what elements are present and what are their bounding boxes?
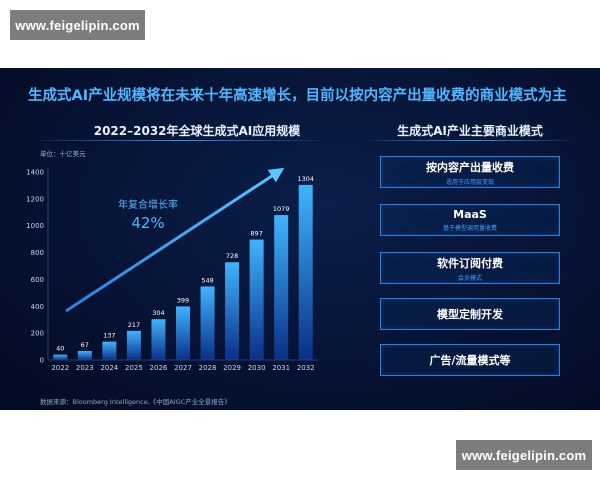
bar-2025 <box>126 330 141 360</box>
x-tick-label: 2032 <box>297 364 315 372</box>
cagr-value: 42% <box>131 214 164 232</box>
business-model-card: 模型定制开发 <box>380 298 560 330</box>
growth-arrow <box>65 167 285 313</box>
x-tick-label: 2028 <box>199 364 217 372</box>
bar-2029 <box>225 262 240 360</box>
bar-2032 <box>298 184 313 360</box>
bar-2026 <box>151 319 166 360</box>
cagr-label: 年复合增长率 <box>118 198 178 211</box>
x-tick-label: 2031 <box>272 364 290 372</box>
business-model-card: 按内容产出量收费 适用于应用层变现 <box>380 156 560 188</box>
business-model-card: 软件订阅付费 会员模式 <box>380 252 560 284</box>
business-model-name: 软件订阅付费 <box>437 256 503 270</box>
y-tick-label: 0 <box>40 357 44 365</box>
y-tick-label: 1200 <box>26 195 44 203</box>
infographic-panel: 生成式AI产业规模将在未来十年高速增长，目前以按内容产出量收费的商业模式为主 2… <box>0 68 600 410</box>
y-tick-label: 800 <box>31 249 44 257</box>
bar-2030 <box>249 239 264 360</box>
x-tick-label: 2027 <box>174 364 192 372</box>
bar-2023 <box>77 351 92 360</box>
bar-value-label: 1079 <box>273 205 290 213</box>
bar-value-label: 217 <box>128 321 140 329</box>
business-model-note: 基于模型调用量收费 <box>442 225 497 232</box>
bar-2022 <box>53 354 68 360</box>
business-model-card: 广告/流量模式等 <box>380 344 560 376</box>
y-tick-label: 600 <box>31 276 44 284</box>
bar-chart: 0 200 400 600 800 1000 1200 1400 40 67 137 217 304 3… <box>26 167 318 372</box>
business-model-name: 广告/流量模式等 <box>429 354 511 367</box>
bar-2028 <box>200 286 215 360</box>
bar-value-label: 40 <box>56 345 64 353</box>
bar-value-label: 304 <box>152 309 164 317</box>
bar-value-label: 67 <box>81 341 89 349</box>
business-models-divider <box>370 140 570 141</box>
bar-value-label: 1304 <box>297 175 314 183</box>
business-model-note: 适用于应用层变现 <box>445 178 494 186</box>
bar-value-label: 137 <box>103 332 115 340</box>
chart-unit-label: 单位：十亿美元 <box>40 150 86 158</box>
bar-2024 <box>102 341 117 360</box>
watermark-bottom: www.feigelipin.com <box>456 440 592 470</box>
x-tick-label: 2029 <box>223 364 241 372</box>
business-models-title: 生成式AI产业主要商业模式 <box>397 124 543 138</box>
y-axis: 0 200 400 600 800 1000 1200 1400 <box>26 168 49 365</box>
y-tick-label: 200 <box>31 330 44 338</box>
x-tick-label: 2025 <box>125 364 143 372</box>
bar-value-label: 548 <box>201 276 213 284</box>
business-model-name: 按内容产出量收费 <box>426 160 514 174</box>
chart-source: 数据来源：Bloomberg Intelligence,《中国AIGC产业全景报… <box>40 398 231 406</box>
bar-value-label: 897 <box>250 230 262 238</box>
x-tick-label: 2024 <box>100 364 118 372</box>
x-tick-label: 2023 <box>76 364 94 372</box>
business-model-card: MaaS 基于模型调用量收费 <box>380 204 560 236</box>
watermark-top: www.feigelipin.com <box>10 10 145 40</box>
bars: 40 67 137 217 304 399 548 728 897 1079 1304 <box>53 175 314 360</box>
business-model-name: 模型定制开发 <box>437 308 503 321</box>
business-model-name: MaaS <box>453 208 487 221</box>
bar-2027 <box>176 306 190 360</box>
business-model-note: 会员模式 <box>457 274 482 282</box>
chart-title-divider <box>40 140 320 141</box>
x-axis: 2022 2023 2024 2025 2026 2027 2028 2029 2030 2031… <box>48 359 318 372</box>
x-tick-label: 2022 <box>51 364 69 372</box>
chart-title: 2022–2032年全球生成式AI应用规模 <box>93 124 301 138</box>
y-tick-label: 400 <box>31 303 44 311</box>
page-headline: 生成式AI产业规模将在未来十年高速增长，目前以按内容产出量收费的商业模式为主 <box>28 88 567 104</box>
y-tick-label: 1400 <box>26 169 44 177</box>
x-tick-label: 2030 <box>248 364 266 372</box>
bar-value-label: 728 <box>226 252 238 260</box>
y-tick-label: 1000 <box>26 222 44 230</box>
bar-2031 <box>274 215 289 360</box>
bar-value-label: 399 <box>177 296 189 304</box>
x-tick-label: 2026 <box>150 364 168 372</box>
